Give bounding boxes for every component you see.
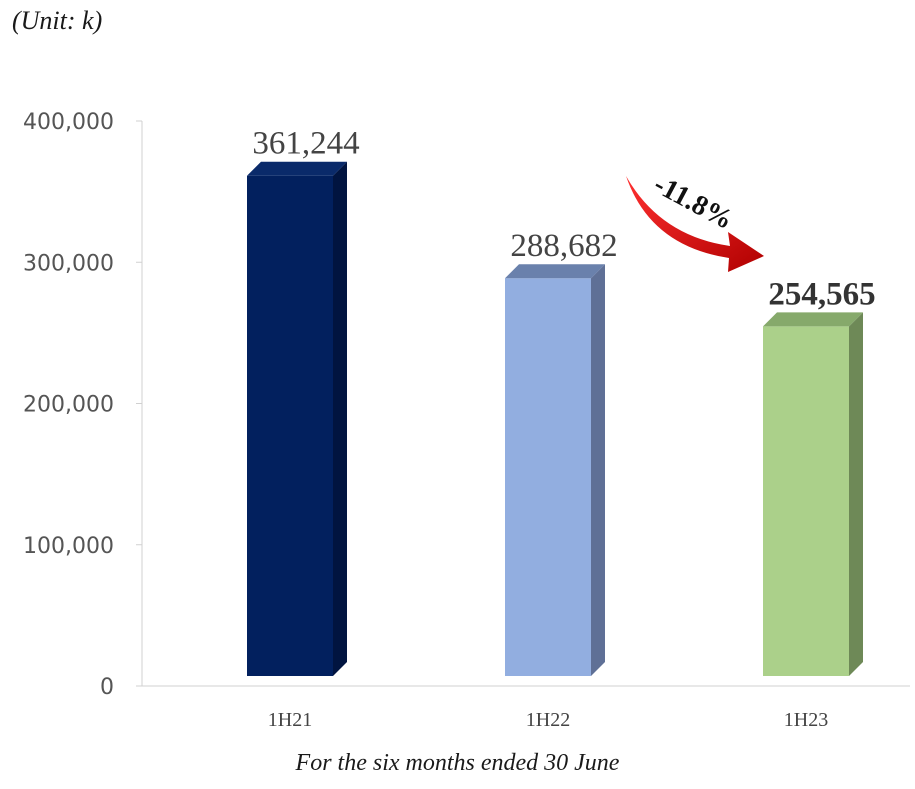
bar-1H21	[247, 161, 347, 676]
down-arrow-icon	[626, 176, 764, 272]
y-tick-label: 300,000	[23, 251, 114, 276]
bar-side	[591, 264, 605, 676]
chart-caption: For the six months ended 30 June	[295, 750, 620, 776]
bars	[247, 161, 863, 676]
y-tick-label: 400,000	[23, 110, 114, 135]
y-tick-label: 100,000	[23, 534, 114, 559]
x-category-label: 1H21	[268, 709, 312, 731]
bar-1H22	[505, 264, 605, 676]
bar-top	[505, 264, 605, 279]
unit-label: (Unit: k)	[12, 6, 103, 35]
value-labels: 361,244 1H21 288,682 1H22 254,565 1H23	[252, 126, 875, 731]
bar-top	[247, 161, 347, 176]
bar-side	[849, 312, 863, 676]
y-tick-label: 0	[100, 675, 114, 700]
x-category-label: 1H23	[784, 709, 828, 731]
axes: 0 100,000 200,000 300,000 400,000	[23, 110, 910, 700]
bar-1H23	[763, 312, 863, 676]
value-label: 254,565	[768, 276, 875, 312]
bar-top	[763, 312, 863, 327]
bar-chart: 0 100,000 200,000 300,000 400,000 361,244 1H2…	[23, 110, 910, 731]
bar-front	[505, 278, 591, 676]
x-category-label: 1H22	[526, 709, 570, 731]
bar-front	[247, 175, 333, 676]
value-label: 288,682	[510, 228, 617, 264]
value-label: 361,244	[252, 126, 359, 162]
bar-front	[763, 326, 849, 676]
bar-side	[333, 161, 347, 676]
y-tick-label: 200,000	[23, 393, 114, 418]
change-annotation: -11.8%	[626, 169, 764, 272]
